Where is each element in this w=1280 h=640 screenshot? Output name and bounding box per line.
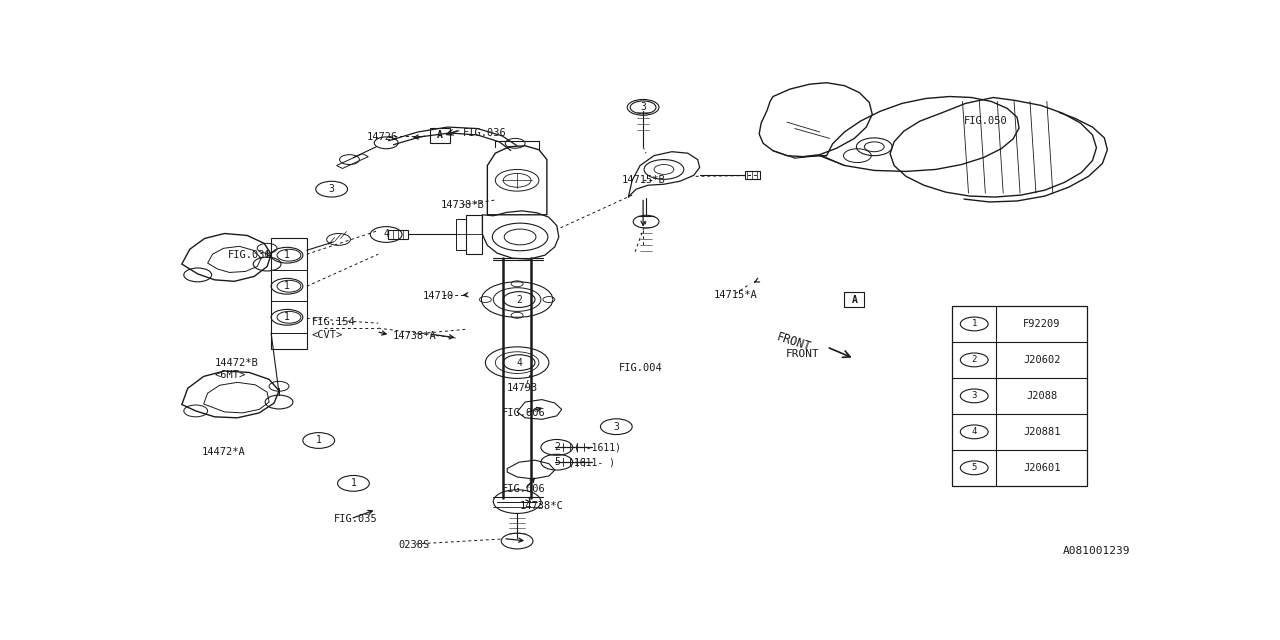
Text: FRONT: FRONT (776, 330, 813, 354)
Text: 2: 2 (516, 294, 522, 305)
Text: 14726: 14726 (366, 132, 398, 142)
Text: 1: 1 (284, 281, 289, 291)
Bar (845, 292, 864, 307)
Text: <CVT>: <CVT> (312, 330, 343, 340)
Text: F92209: F92209 (1023, 319, 1060, 329)
Text: (1611- ): (1611- ) (568, 457, 614, 467)
Text: 14472*B: 14472*B (215, 358, 259, 367)
Text: FIG.004: FIG.004 (620, 362, 663, 372)
Text: 3: 3 (329, 184, 334, 194)
Text: 14738*B: 14738*B (440, 200, 485, 210)
Text: 14715*B: 14715*B (621, 175, 666, 186)
Text: J2088: J2088 (1027, 391, 1057, 401)
Text: 1: 1 (351, 478, 356, 488)
Text: FIG.050: FIG.050 (964, 116, 1007, 126)
Text: FIG.006: FIG.006 (502, 408, 547, 418)
Text: 1: 1 (284, 250, 289, 260)
Text: A: A (851, 294, 858, 305)
Text: 1: 1 (316, 435, 321, 445)
Text: FIG.154: FIG.154 (312, 317, 356, 327)
Text: 1: 1 (284, 312, 289, 323)
Text: FIG.036: FIG.036 (462, 129, 507, 138)
Text: 5: 5 (554, 457, 559, 467)
Text: 5: 5 (972, 463, 977, 472)
Text: A: A (436, 131, 443, 140)
Text: 0238S: 0238S (398, 540, 429, 550)
Text: 3: 3 (640, 102, 646, 113)
Text: 2: 2 (554, 442, 559, 452)
Text: <6MT>: <6MT> (215, 370, 246, 380)
Bar (430, 128, 449, 143)
Text: 14472*A: 14472*A (202, 447, 246, 458)
Text: ( -1611): ( -1611) (573, 442, 621, 452)
Text: 14715*A: 14715*A (713, 290, 758, 300)
Text: FIG.035: FIG.035 (334, 514, 378, 524)
Text: 4: 4 (972, 428, 977, 436)
Text: 14793: 14793 (507, 383, 539, 393)
Text: 14710: 14710 (422, 291, 454, 301)
Text: 2: 2 (972, 355, 977, 364)
Text: A081001239: A081001239 (1062, 546, 1130, 556)
Text: 14738*A: 14738*A (393, 330, 436, 340)
Text: 3: 3 (613, 422, 620, 432)
Bar (952, 306, 1087, 486)
Text: 4: 4 (383, 230, 389, 239)
Text: FRONT: FRONT (786, 349, 819, 359)
Text: 14738*C: 14738*C (520, 500, 564, 511)
Text: J20601: J20601 (1023, 463, 1060, 473)
Text: J20602: J20602 (1023, 355, 1060, 365)
Text: FIG.006: FIG.006 (502, 484, 547, 494)
Text: 4: 4 (516, 358, 522, 367)
Text: FIG.036: FIG.036 (228, 250, 271, 260)
Text: 1: 1 (972, 319, 977, 328)
Text: 3: 3 (972, 392, 977, 401)
Text: J20881: J20881 (1023, 427, 1060, 437)
